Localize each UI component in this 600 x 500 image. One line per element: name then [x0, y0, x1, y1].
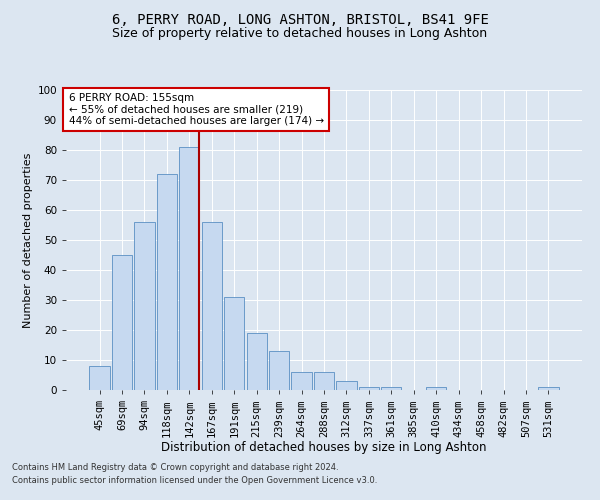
Bar [157, 174, 177, 390]
Text: 6, PERRY ROAD, LONG ASHTON, BRISTOL, BS41 9FE: 6, PERRY ROAD, LONG ASHTON, BRISTOL, BS4… [112, 12, 488, 26]
Bar [314, 372, 334, 390]
X-axis label: Distribution of detached houses by size in Long Ashton: Distribution of detached houses by size … [161, 440, 487, 454]
Bar [337, 381, 356, 390]
Bar [269, 351, 289, 390]
Bar [247, 333, 267, 390]
Text: Contains public sector information licensed under the Open Government Licence v3: Contains public sector information licen… [12, 476, 377, 485]
Bar [224, 297, 244, 390]
Text: Size of property relative to detached houses in Long Ashton: Size of property relative to detached ho… [112, 28, 488, 40]
Bar [179, 147, 199, 390]
Bar [202, 222, 222, 390]
Bar [89, 366, 110, 390]
Bar [538, 387, 559, 390]
Text: Contains HM Land Registry data © Crown copyright and database right 2024.: Contains HM Land Registry data © Crown c… [12, 464, 338, 472]
Bar [134, 222, 155, 390]
Bar [359, 387, 379, 390]
Y-axis label: Number of detached properties: Number of detached properties [23, 152, 33, 328]
Bar [426, 387, 446, 390]
Bar [292, 372, 311, 390]
Bar [381, 387, 401, 390]
Bar [112, 255, 132, 390]
Text: 6 PERRY ROAD: 155sqm
← 55% of detached houses are smaller (219)
44% of semi-deta: 6 PERRY ROAD: 155sqm ← 55% of detached h… [68, 93, 324, 126]
